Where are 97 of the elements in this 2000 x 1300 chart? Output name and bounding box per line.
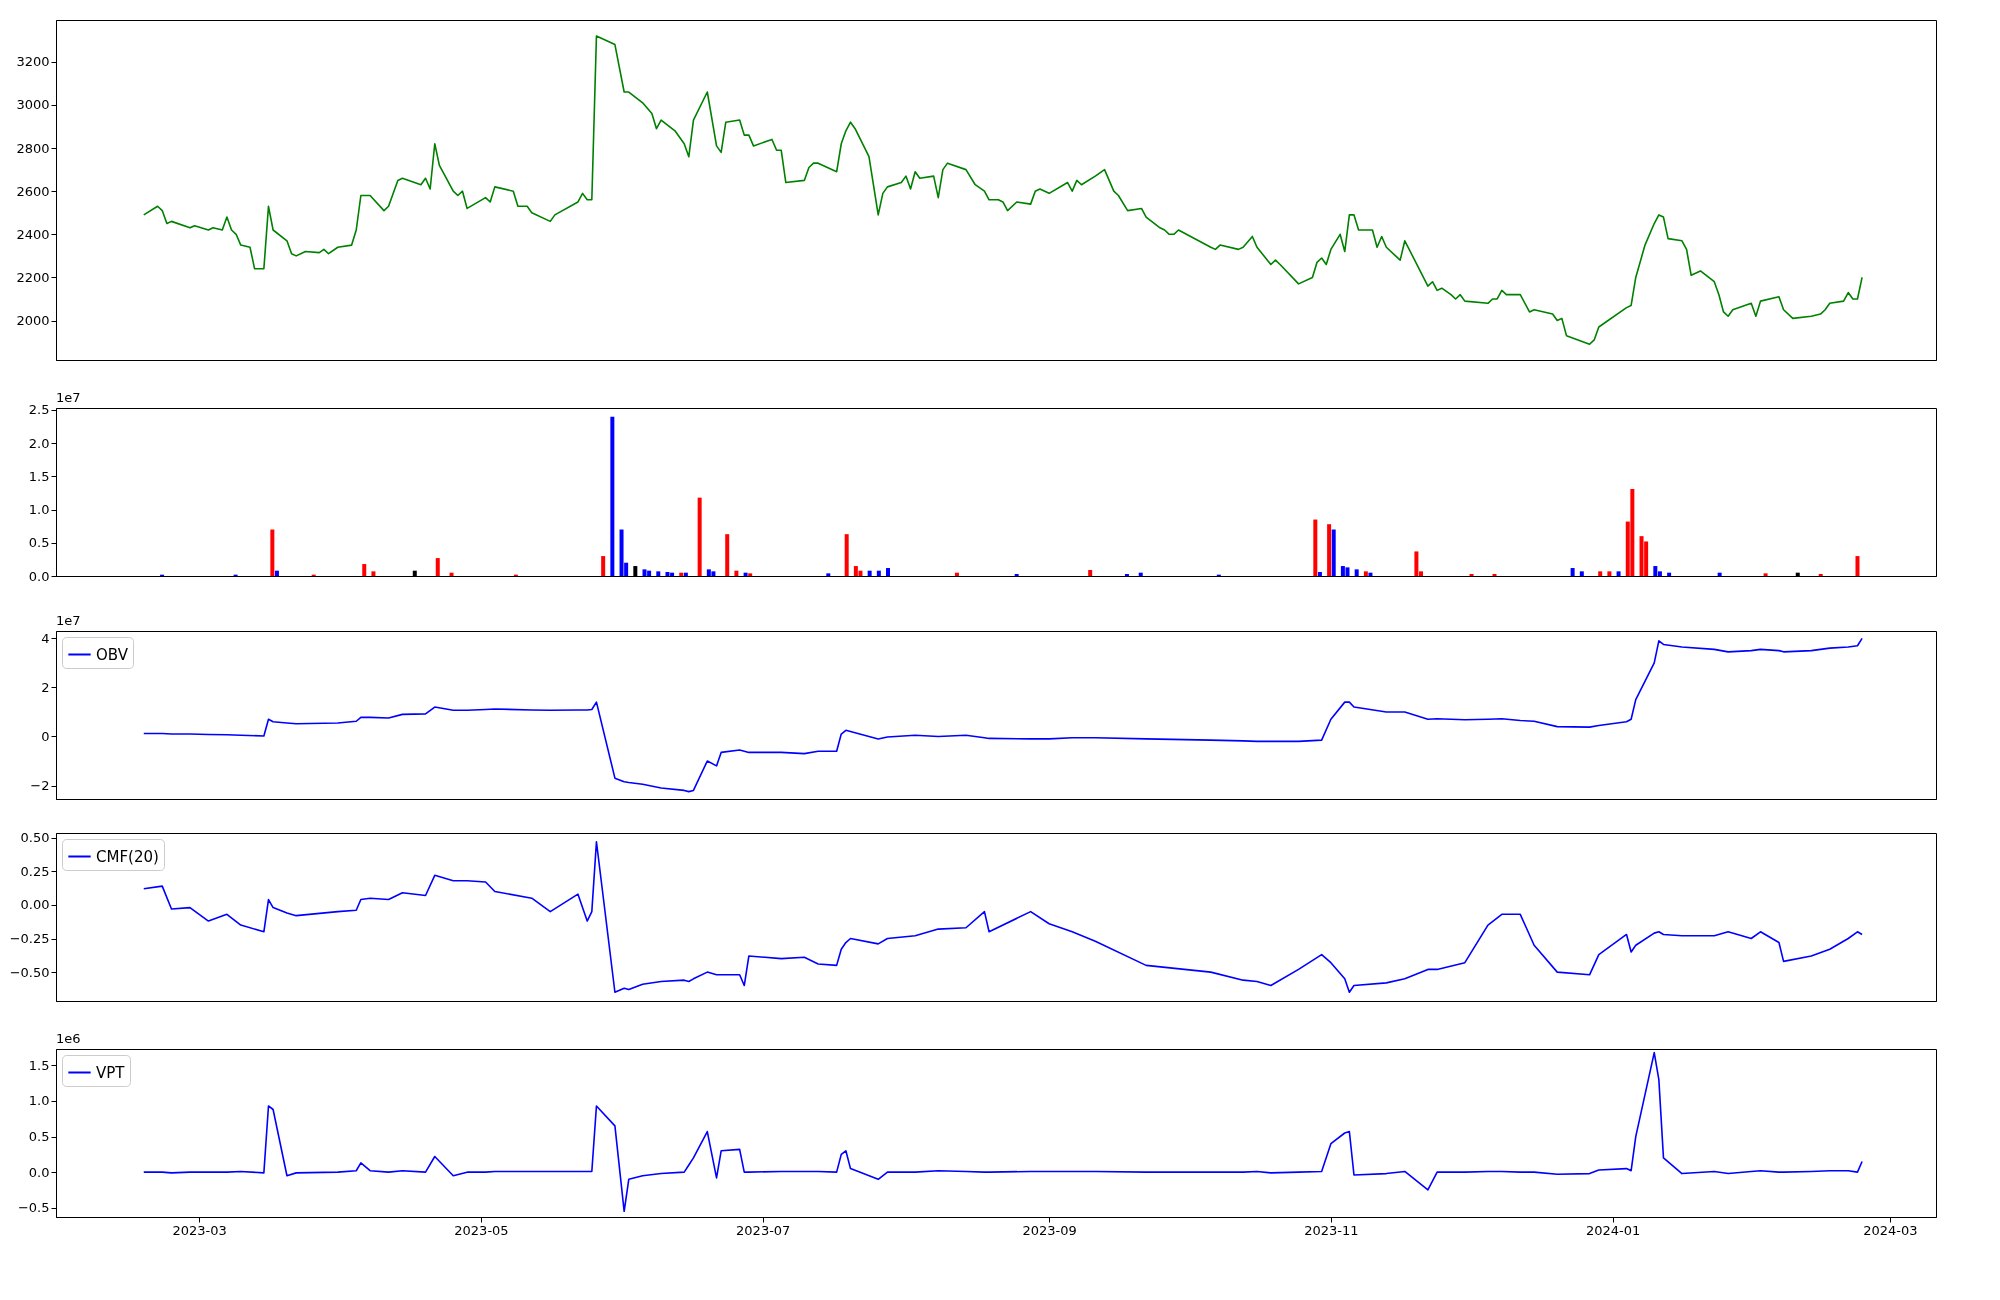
bar	[1579, 571, 1584, 576]
y-tick-label: 1.5	[28, 1057, 50, 1073]
bar	[1598, 571, 1603, 576]
bar	[610, 416, 615, 576]
bar	[886, 568, 891, 576]
bar	[1363, 571, 1368, 576]
bar	[1570, 568, 1575, 576]
y-tick-label: −0.25	[9, 931, 50, 946]
bar	[853, 566, 858, 576]
bar	[858, 570, 863, 576]
y-tick-label: 0.25	[20, 863, 50, 879]
y-tick-label: 2600	[16, 183, 50, 199]
bar	[1653, 566, 1658, 576]
x-tick-label: 2023-09	[1022, 1222, 1077, 1238]
x-tick-label: 2024-01	[1585, 1222, 1641, 1238]
line-series	[142, 637, 1863, 793]
bar	[362, 564, 367, 576]
legend-label: CMF(20)	[96, 847, 159, 866]
bar	[683, 572, 688, 576]
y-tick-label: 2200	[16, 269, 50, 285]
y-tick-label: 2000	[16, 313, 50, 329]
bar	[1667, 572, 1672, 576]
y-tick-label: 0.0	[28, 1164, 50, 1180]
y-tick-label: 2400	[16, 226, 50, 242]
y-tick-label: 2	[41, 679, 50, 695]
bar	[1717, 572, 1722, 576]
y-tick-label: 1.0	[28, 502, 50, 518]
y-tick-label: −0.5	[17, 1200, 50, 1216]
y-tick-label: 0	[41, 728, 50, 744]
bar	[748, 573, 753, 576]
text: 1e7	[56, 390, 81, 405]
bar	[371, 571, 376, 576]
bar	[743, 572, 748, 576]
bar	[711, 571, 716, 576]
bar	[1354, 569, 1359, 576]
y-tick-label: 4	[41, 630, 50, 646]
bar	[270, 529, 275, 576]
legend-label: VPT	[96, 1063, 126, 1082]
bar	[449, 572, 454, 576]
bar	[1331, 529, 1336, 576]
bar	[679, 572, 684, 576]
bar	[1639, 536, 1644, 576]
bar	[656, 571, 661, 576]
y-tick-label: 2.5	[28, 402, 50, 418]
bar	[1327, 524, 1332, 576]
y-tick-label: 1.0	[28, 1093, 50, 1109]
bar	[876, 570, 881, 576]
y-tick-label: 0.0	[28, 568, 50, 584]
bar	[1313, 519, 1318, 576]
bar	[1414, 551, 1419, 576]
bar	[435, 558, 440, 576]
bar	[665, 572, 670, 576]
y-tick-label: 3000	[16, 97, 50, 113]
y-tick-label: 0.5	[28, 1129, 50, 1145]
bar	[734, 570, 739, 576]
bar	[1317, 572, 1322, 576]
y-tick-label: 0.50	[20, 830, 50, 846]
line-series	[142, 1051, 1863, 1213]
bar	[725, 534, 730, 576]
text: 1e6	[56, 1031, 81, 1046]
bar	[1138, 572, 1143, 576]
bar	[274, 570, 279, 576]
bar	[1763, 573, 1768, 576]
y-tick-label: −0.50	[9, 964, 50, 980]
bar	[619, 529, 624, 576]
x-tick-label: 2023-05	[454, 1222, 509, 1238]
line-series	[142, 35, 1863, 346]
bar	[1630, 489, 1635, 576]
bar	[954, 572, 959, 576]
bar	[697, 497, 702, 576]
x-tick-label: 2023-11	[1304, 1222, 1359, 1238]
bar	[1088, 570, 1093, 576]
bar	[642, 569, 647, 576]
y-tick-label: 1.5	[28, 468, 50, 484]
bar	[1616, 571, 1621, 576]
x-tick-label: 2023-03	[172, 1222, 227, 1238]
bar	[867, 570, 872, 576]
bar	[601, 556, 606, 576]
bar	[1345, 567, 1350, 576]
bar	[844, 534, 849, 576]
y-tick-label: 3200	[16, 54, 50, 70]
y-tick-label: 2800	[16, 140, 50, 156]
y-tick-label: 0.00	[20, 897, 50, 913]
y-tick-label: 2.0	[28, 435, 50, 451]
bar	[1340, 566, 1345, 576]
y-tick-label: −2	[30, 778, 50, 794]
x-tick-label: 2023-07	[736, 1222, 791, 1238]
bar	[826, 573, 831, 576]
bar	[706, 569, 711, 576]
text: 1e7	[56, 613, 81, 628]
bar	[647, 570, 652, 576]
bar	[1368, 572, 1373, 576]
x-tick-label: 2024-03	[1863, 1222, 1918, 1238]
bar	[1607, 571, 1612, 576]
y-tick-label: 0.5	[28, 535, 50, 551]
bar	[1855, 556, 1860, 576]
legend-label: OBV	[96, 645, 129, 664]
